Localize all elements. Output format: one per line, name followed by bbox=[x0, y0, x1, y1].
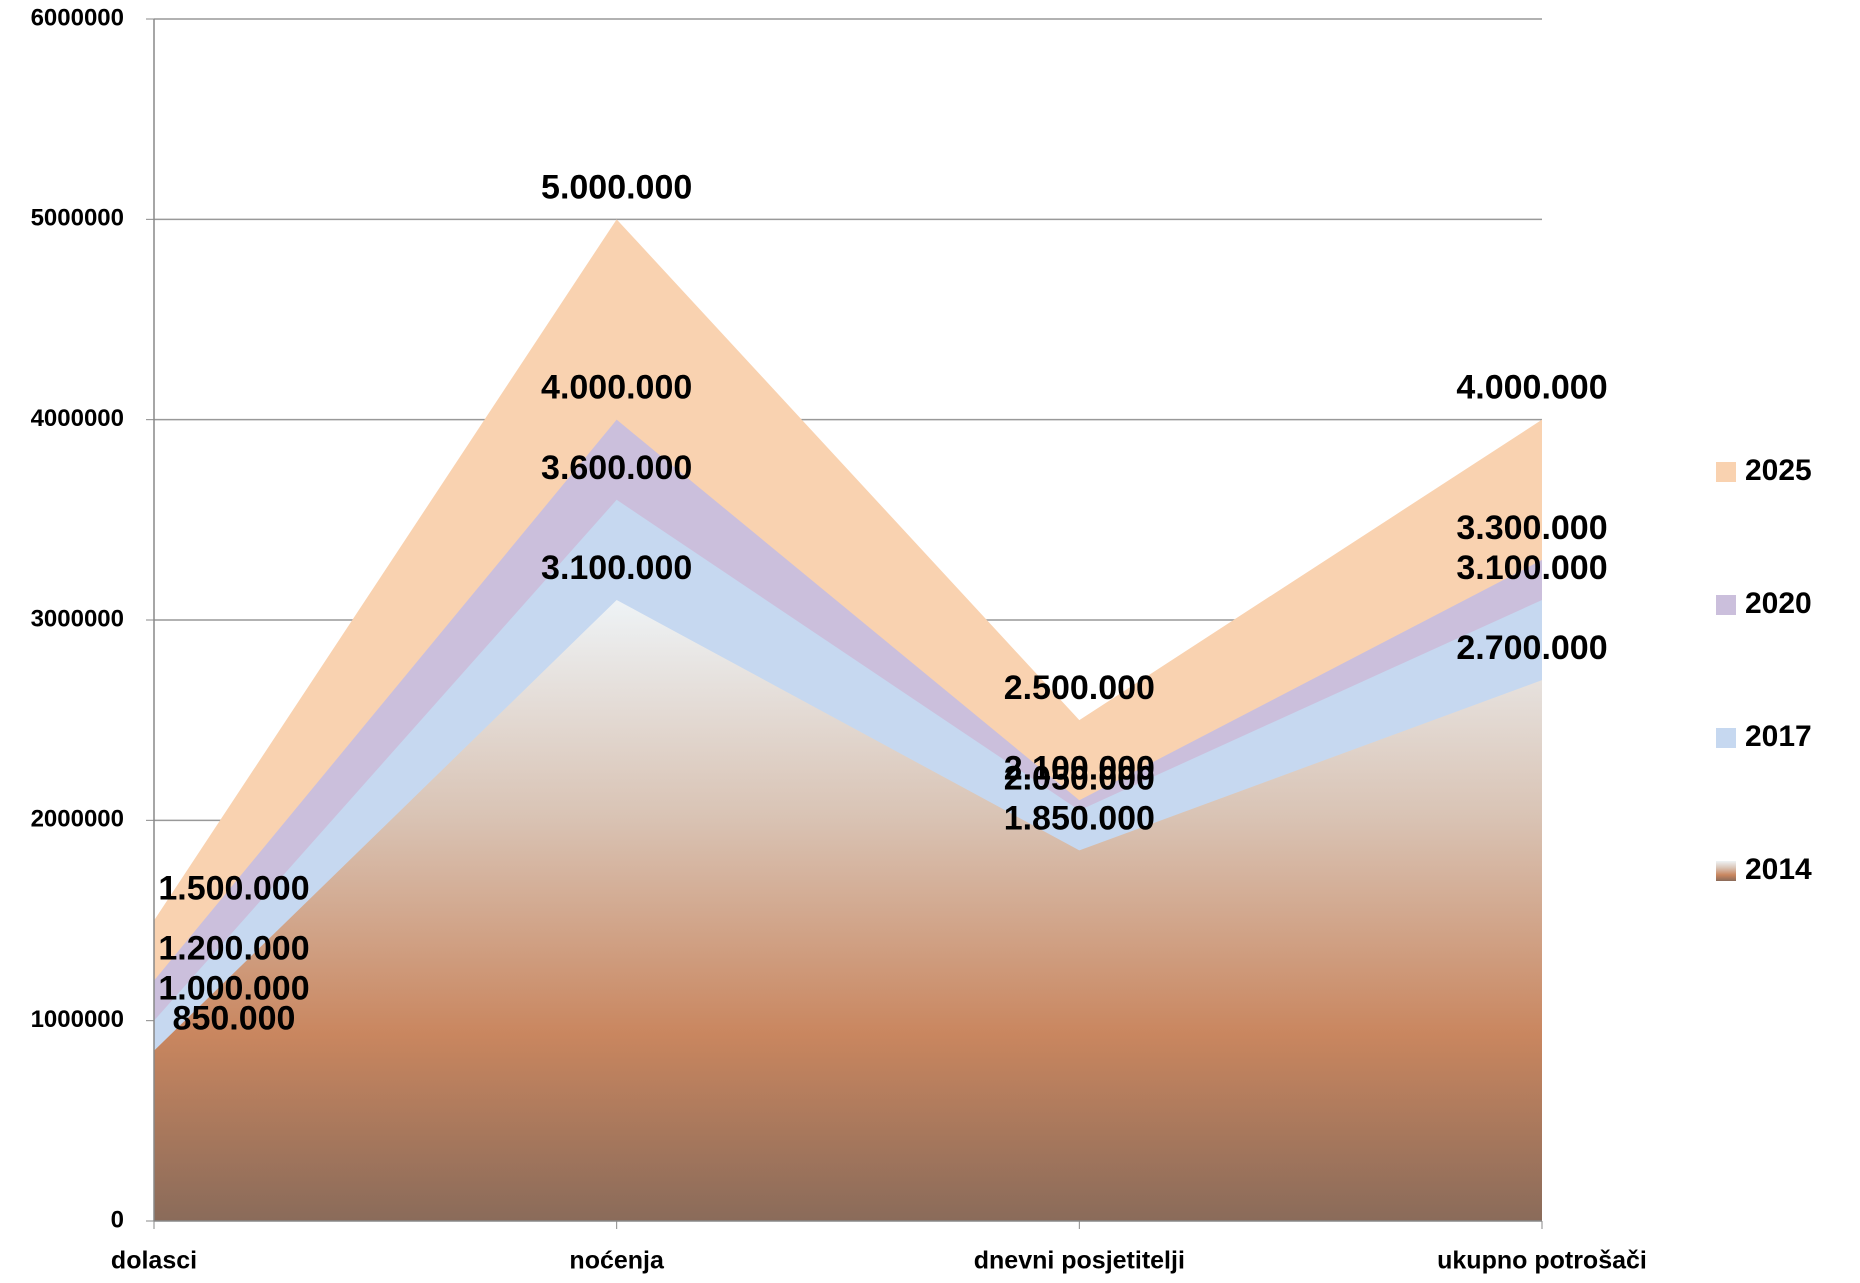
data-label: 5.000.000 bbox=[541, 168, 692, 206]
area bbox=[154, 599, 1542, 1221]
data-label: 4.000.000 bbox=[1456, 369, 1607, 407]
y-tick-label: 4000000 bbox=[31, 405, 124, 432]
y-tick-label: 1000000 bbox=[31, 1006, 124, 1033]
legend-label: 2014 bbox=[1745, 853, 1812, 886]
y-tick-label: 5000000 bbox=[31, 205, 124, 232]
legend-swatch bbox=[1716, 861, 1736, 881]
legend-swatch bbox=[1716, 595, 1736, 615]
legend-label: 2020 bbox=[1745, 587, 1812, 620]
x-tick-label: noćenja bbox=[569, 1247, 665, 1275]
data-label: 2.700.000 bbox=[1456, 629, 1607, 667]
legend-swatch bbox=[1716, 728, 1736, 748]
y-tick-label: 3000000 bbox=[31, 605, 124, 632]
y-tick-label: 6000000 bbox=[31, 4, 124, 31]
data-label: 1.500.000 bbox=[158, 869, 309, 907]
data-label: 1.000.000 bbox=[158, 970, 309, 1008]
data-label: 3.600.000 bbox=[541, 449, 692, 487]
data-label: 1.200.000 bbox=[158, 930, 309, 968]
data-label: 2.100.000 bbox=[1004, 749, 1155, 787]
data-label: 3.100.000 bbox=[541, 549, 692, 587]
legend-label: 2017 bbox=[1745, 720, 1812, 753]
y-tick-label: 0 bbox=[111, 1206, 124, 1233]
x-tick-label: ukupno potrošači bbox=[1437, 1247, 1647, 1275]
data-label: 1.850.000 bbox=[1004, 799, 1155, 837]
data-label: 850.000 bbox=[173, 1000, 296, 1038]
data-label: 2.500.000 bbox=[1004, 669, 1155, 707]
y-tick-label: 2000000 bbox=[31, 806, 124, 833]
legend-swatch bbox=[1716, 462, 1736, 482]
data-label: 3.300.000 bbox=[1456, 509, 1607, 547]
data-label: 4.000.000 bbox=[541, 369, 692, 407]
x-tick-label: dnevni posjetitelji bbox=[974, 1247, 1185, 1275]
data-label: 3.100.000 bbox=[1456, 549, 1607, 587]
data-label: 2.050.000 bbox=[1004, 759, 1155, 797]
x-tick-label: dolasci bbox=[111, 1247, 197, 1275]
legend-label: 2025 bbox=[1745, 454, 1812, 487]
